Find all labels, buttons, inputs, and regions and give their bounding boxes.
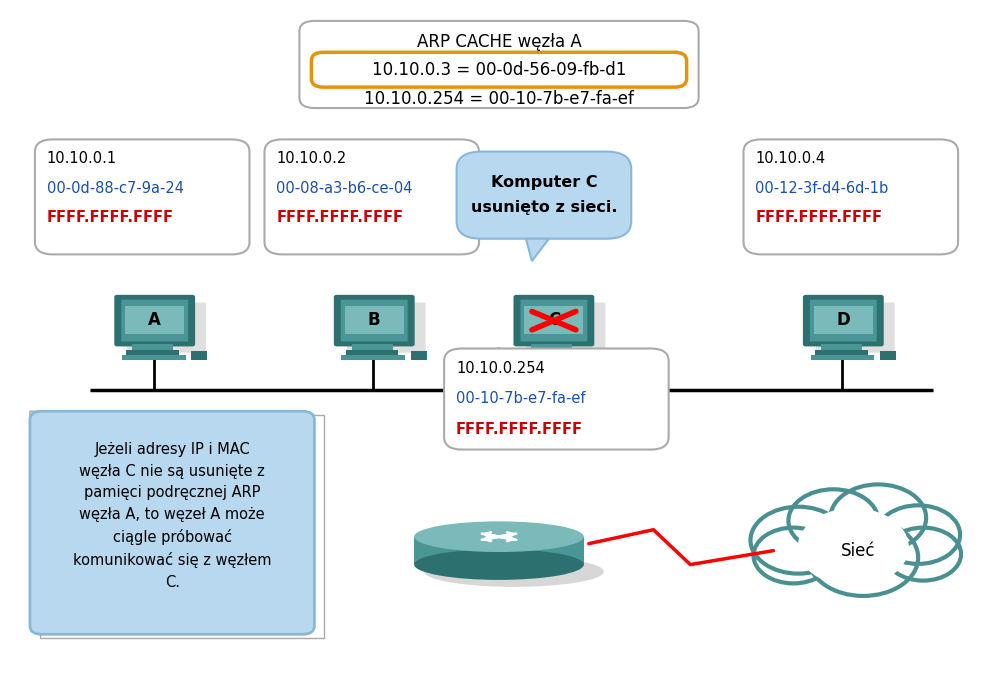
FancyBboxPatch shape xyxy=(527,302,605,353)
FancyBboxPatch shape xyxy=(525,306,584,334)
Text: 10.10.0.4: 10.10.0.4 xyxy=(755,151,825,167)
FancyBboxPatch shape xyxy=(514,295,595,346)
Text: Sieć: Sieć xyxy=(841,542,875,560)
Text: ARP CACHE węzła A: ARP CACHE węzła A xyxy=(416,33,582,51)
FancyBboxPatch shape xyxy=(810,355,874,360)
Polygon shape xyxy=(30,411,70,439)
Text: 10.10.0.2: 10.10.0.2 xyxy=(276,151,346,167)
Polygon shape xyxy=(526,238,549,261)
Text: FFFF.FFFF.FFFF: FFFF.FFFF.FFFF xyxy=(276,210,403,225)
Circle shape xyxy=(753,528,833,583)
FancyBboxPatch shape xyxy=(744,139,958,254)
FancyBboxPatch shape xyxy=(815,302,894,353)
Text: C: C xyxy=(548,311,560,329)
Text: FFFF.FFFF.FFFF: FFFF.FFFF.FFFF xyxy=(755,210,882,225)
FancyBboxPatch shape xyxy=(820,344,862,350)
FancyBboxPatch shape xyxy=(121,300,188,342)
FancyBboxPatch shape xyxy=(35,139,250,254)
Circle shape xyxy=(788,489,878,552)
FancyBboxPatch shape xyxy=(526,350,578,355)
FancyBboxPatch shape xyxy=(333,295,415,346)
Circle shape xyxy=(750,507,846,574)
FancyBboxPatch shape xyxy=(521,355,585,360)
Bar xyxy=(414,537,584,565)
FancyBboxPatch shape xyxy=(128,302,206,353)
Text: FFFF.FFFF.FFFF: FFFF.FFFF.FFFF xyxy=(47,210,174,225)
Ellipse shape xyxy=(424,556,604,587)
Text: FFFF.FFFF.FFFF: FFFF.FFFF.FFFF xyxy=(456,422,583,437)
FancyBboxPatch shape xyxy=(341,355,405,360)
Text: 00-0d-88-c7-9a-24: 00-0d-88-c7-9a-24 xyxy=(47,181,184,196)
FancyBboxPatch shape xyxy=(311,52,687,87)
Text: 10.10.0.3 = 00-0d-56-09-fb-d1: 10.10.0.3 = 00-0d-56-09-fb-d1 xyxy=(372,61,626,79)
FancyBboxPatch shape xyxy=(815,350,867,355)
FancyBboxPatch shape xyxy=(347,302,425,353)
FancyBboxPatch shape xyxy=(122,355,186,360)
Circle shape xyxy=(876,505,960,564)
Text: 10.10.0.254: 10.10.0.254 xyxy=(456,360,545,376)
FancyBboxPatch shape xyxy=(125,306,184,334)
FancyBboxPatch shape xyxy=(340,300,408,342)
Text: D: D xyxy=(836,311,850,329)
FancyBboxPatch shape xyxy=(410,351,426,360)
Ellipse shape xyxy=(414,521,584,552)
Text: Jeżeli adresy IP i MAC
węzła C nie są usunięte z
pamięci podręcznej ARP
węzła A,: Jeżeli adresy IP i MAC węzła C nie są us… xyxy=(73,442,271,590)
FancyBboxPatch shape xyxy=(264,139,479,254)
FancyBboxPatch shape xyxy=(30,411,314,634)
Circle shape xyxy=(830,484,926,551)
FancyBboxPatch shape xyxy=(132,344,174,350)
Text: 00-12-3f-d4-6d-1b: 00-12-3f-d4-6d-1b xyxy=(755,181,889,196)
FancyBboxPatch shape xyxy=(457,151,631,238)
FancyBboxPatch shape xyxy=(444,348,669,450)
Circle shape xyxy=(808,519,918,596)
FancyBboxPatch shape xyxy=(127,350,179,355)
Text: A: A xyxy=(149,311,161,329)
Circle shape xyxy=(885,528,961,581)
FancyBboxPatch shape xyxy=(299,21,699,108)
Text: B: B xyxy=(368,311,380,329)
FancyBboxPatch shape xyxy=(345,306,403,334)
FancyBboxPatch shape xyxy=(531,344,573,350)
Text: 10.10.0.1: 10.10.0.1 xyxy=(47,151,117,167)
FancyBboxPatch shape xyxy=(351,344,393,350)
FancyBboxPatch shape xyxy=(346,350,398,355)
FancyBboxPatch shape xyxy=(879,351,895,360)
FancyBboxPatch shape xyxy=(521,300,587,342)
Text: 10.10.0.254 = 00-10-7b-e7-fa-ef: 10.10.0.254 = 00-10-7b-e7-fa-ef xyxy=(364,90,634,108)
Text: Komputer C: Komputer C xyxy=(491,175,597,190)
FancyBboxPatch shape xyxy=(191,351,208,360)
FancyBboxPatch shape xyxy=(114,295,195,346)
FancyBboxPatch shape xyxy=(590,351,607,360)
Text: 00-10-7b-e7-fa-ef: 00-10-7b-e7-fa-ef xyxy=(456,391,586,406)
FancyBboxPatch shape xyxy=(40,415,324,638)
FancyBboxPatch shape xyxy=(814,306,872,334)
FancyBboxPatch shape xyxy=(802,295,883,346)
Ellipse shape xyxy=(414,549,584,580)
Text: 00-08-a3-b6-ce-04: 00-08-a3-b6-ce-04 xyxy=(276,181,413,196)
Text: usunięto z sieci.: usunięto z sieci. xyxy=(471,200,617,215)
FancyBboxPatch shape xyxy=(809,300,876,342)
Circle shape xyxy=(798,509,908,585)
